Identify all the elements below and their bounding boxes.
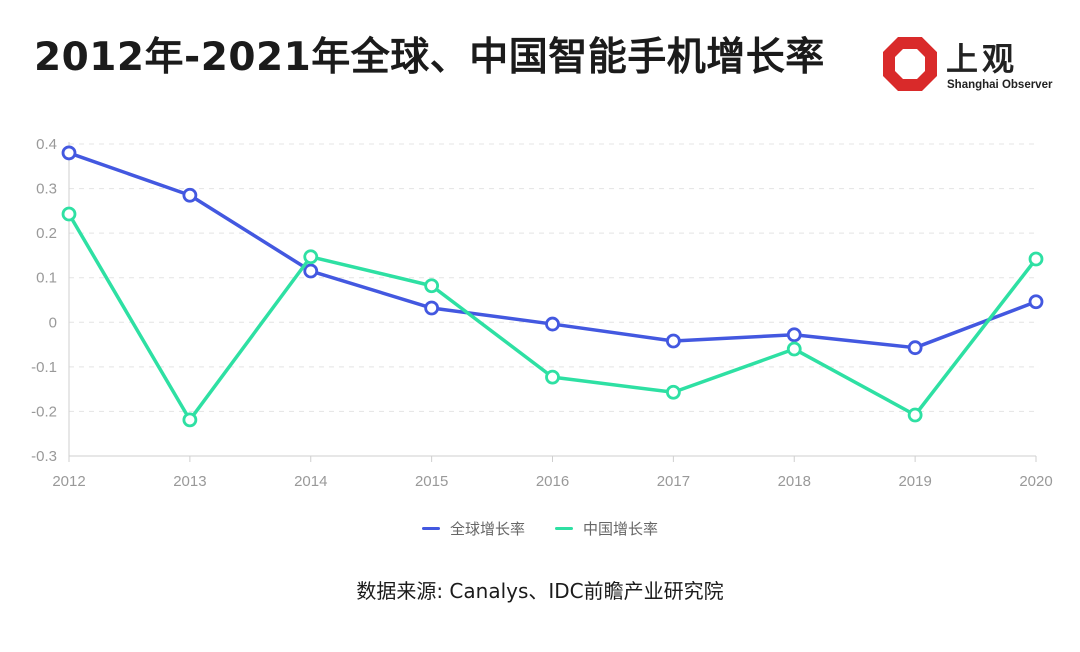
x-tick-label: 2020: [1019, 473, 1052, 490]
data-point[interactable]: [1028, 294, 1044, 310]
x-tick-label: 2017: [657, 473, 690, 490]
y-axis: 0.4 0.3 0.2 0.1 0 -0.1 -0.2 -0.3: [31, 136, 70, 465]
data-point[interactable]: [665, 384, 681, 400]
x-tick-label: 2018: [778, 473, 811, 490]
data-point[interactable]: [303, 249, 319, 265]
data-point[interactable]: [545, 316, 560, 332]
data-point[interactable]: [61, 145, 77, 161]
legend-swatch-china: [555, 527, 573, 530]
legend-label-china: 中国增长率: [583, 520, 659, 538]
legend-swatch-global: [421, 527, 440, 530]
logo-name-en: Shanghai Observer: [947, 79, 1053, 91]
data-point[interactable]: [61, 206, 77, 222]
data-point[interactable]: [545, 369, 560, 385]
data-point[interactable]: [424, 300, 440, 316]
data-point[interactable]: [907, 407, 923, 423]
logo-mark-icon: [883, 37, 937, 91]
data-point[interactable]: [182, 187, 198, 203]
x-tick-label: 2019: [898, 473, 931, 490]
y-tick-label: 0.3: [36, 181, 57, 198]
y-tick-label: -0.3: [31, 448, 57, 465]
legend: 全球增长率 中国增长率: [0, 518, 1080, 539]
series-1: [61, 206, 1044, 428]
logo-inner-octagon: [895, 49, 925, 79]
shanghai-observer-logo: 上观 Shanghai Observer: [880, 34, 1053, 96]
y-tick-label: 0.4: [36, 136, 57, 153]
data-point[interactable]: [424, 278, 440, 294]
x-axis: 2012 2013 2014 2015 2016 2017 2018 2019 2020: [52, 455, 1053, 490]
y-tick-label: 0: [49, 314, 57, 331]
x-tick-label: 2016: [536, 473, 569, 490]
y-tick-label: 0.1: [36, 270, 57, 287]
series-0: [61, 145, 1044, 356]
legend-item-global[interactable]: 全球增长率: [421, 518, 525, 539]
data-point[interactable]: [907, 340, 923, 356]
x-tick-label: 2014: [294, 473, 327, 490]
data-point[interactable]: [1028, 251, 1044, 267]
logo-name-cn: 上观: [946, 40, 1019, 78]
logo-notch: [922, 37, 937, 52]
data-point[interactable]: [786, 341, 802, 357]
legend-item-china[interactable]: 中国增长率: [555, 518, 658, 539]
x-tick-label: 2015: [415, 473, 448, 490]
data-point[interactable]: [182, 412, 198, 428]
x-tick-label: 2012: [52, 473, 85, 490]
data-source: 数据来源: Canalys、IDC前瞻产业研究院: [356, 579, 724, 603]
y-tick-label: -0.1: [31, 359, 57, 376]
series-layer: [61, 145, 1044, 428]
y-tick-label: -0.2: [31, 403, 57, 420]
x-tick-label: 2013: [173, 473, 206, 490]
legend-label-global: 全球增长率: [449, 520, 525, 538]
line-chart: 0.40.30.20.10-0.1-0.2-0.3 2012 2013 2014 20…: [31, 136, 1053, 490]
chart-title: 2012年-2021年全球、中国智能手机增长率: [34, 35, 825, 80]
data-point[interactable]: [303, 263, 319, 279]
y-tick-label: 0.2: [36, 225, 57, 242]
data-point[interactable]: [786, 327, 802, 343]
data-point[interactable]: [665, 333, 681, 349]
